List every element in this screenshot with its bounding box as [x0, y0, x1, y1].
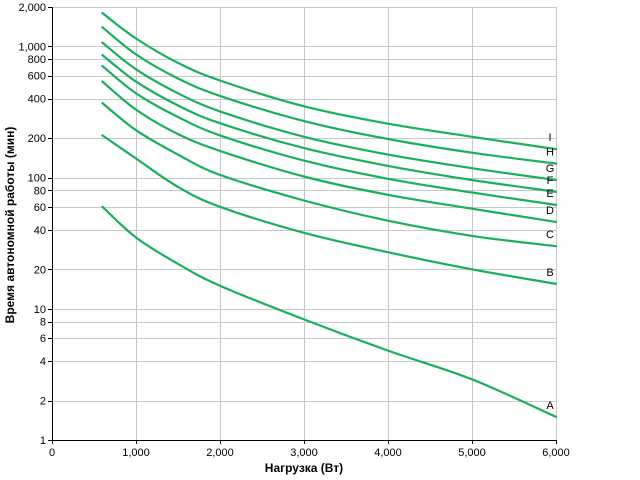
- y-tick-label: 6: [40, 333, 46, 345]
- grid: [52, 7, 557, 441]
- series-line-d: [101, 80, 558, 223]
- series-label-b: B: [546, 267, 553, 279]
- y-tick-label: 2,000: [18, 2, 46, 14]
- series-line-h: [101, 26, 558, 165]
- series-label-a: A: [546, 400, 554, 412]
- x-tick-label: 5,000: [458, 447, 486, 459]
- x-tick-label: 0: [49, 447, 55, 459]
- y-tick-label: 800: [28, 54, 46, 66]
- x-tick-label: 6,000: [542, 447, 570, 459]
- series-line-g: [101, 41, 558, 182]
- axes: 0 1,000 2,000 3,000 4,000 5,000 6,000 1 2 4 6 810 20…: [18, 2, 569, 459]
- y-tick-label: 1,000: [18, 41, 46, 53]
- series-line-i: [101, 11, 558, 151]
- series-label-h: H: [546, 147, 554, 159]
- x-axis-title: Нагрузка (Вт): [265, 461, 343, 475]
- series-label-d: D: [546, 205, 554, 217]
- series-line-e: [101, 64, 558, 206]
- y-tick-label: 8: [40, 317, 46, 329]
- y-tick-label: 100: [28, 173, 46, 185]
- y-tick-label: 80: [34, 185, 46, 197]
- y-tick-label: 60: [34, 202, 46, 214]
- series-line-b: [101, 134, 558, 285]
- x-tick-label: 1,000: [122, 447, 150, 459]
- y-tick-label: 600: [28, 71, 46, 83]
- y-tick-label: 10: [34, 304, 46, 316]
- series-line-c: [101, 102, 558, 248]
- y-tick-label: 4: [40, 356, 46, 368]
- y-tick-label: 200: [28, 133, 46, 145]
- x-tick-label: 4,000: [374, 447, 402, 459]
- x-tick-label: 2,000: [206, 447, 234, 459]
- y-tick-label: 2: [40, 396, 46, 408]
- y-axis-title: Время автономной работы (мин): [3, 127, 17, 324]
- series-label-e: E: [546, 188, 553, 200]
- y-tick-label: 400: [28, 94, 46, 106]
- series-line-f: [101, 54, 558, 193]
- y-tick-label: 40: [34, 225, 46, 237]
- series-label-i: I: [548, 132, 551, 144]
- y-tick-label: 1: [40, 435, 46, 447]
- x-tick-label: 3,000: [290, 447, 318, 459]
- series-label-g: G: [546, 163, 555, 175]
- series-line-a: [101, 205, 558, 418]
- series-label-f: F: [547, 175, 554, 187]
- y-tick-label: 20: [34, 264, 46, 276]
- series-layer: [101, 11, 558, 418]
- series-label-c: C: [546, 229, 554, 241]
